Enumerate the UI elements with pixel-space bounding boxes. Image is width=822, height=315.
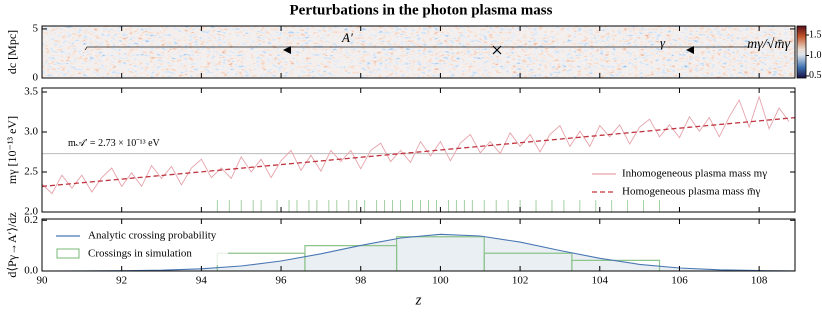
y-tick-label: 2.5 xyxy=(24,166,38,178)
arrow-head xyxy=(283,46,291,54)
colorbar-tick-label: 0.5 xyxy=(809,70,822,81)
legend-swatch xyxy=(56,248,80,259)
series-line xyxy=(41,116,796,188)
series-line xyxy=(41,233,796,272)
series-line xyxy=(41,95,790,195)
y-tick-label: 2.0 xyxy=(24,206,38,218)
area-fill xyxy=(42,234,795,271)
legend-label: Analytic crossing probability xyxy=(88,230,217,242)
density-image xyxy=(42,26,795,78)
y-tick-label: 0.2 xyxy=(24,214,38,226)
x-tick-label: 104 xyxy=(592,275,609,287)
y-axis-label: d⟨Pγ→A′⟩/dz xyxy=(5,212,19,277)
colorbar-tick-label: 1.0 xyxy=(809,50,822,61)
reference-label: m𝒜′ = 2.73 × 10⁻¹³ eV xyxy=(68,138,161,149)
y-tick-label: 5 xyxy=(33,22,39,34)
y-tick-label: 3.5 xyxy=(24,86,38,98)
axes-frame xyxy=(41,87,796,213)
x-tick-label: 96 xyxy=(276,275,288,287)
axes-frame xyxy=(41,25,796,79)
x-tick-label: 100 xyxy=(432,275,449,287)
legend-label: Homogeneous plasma mass m̄γ xyxy=(622,186,761,198)
x-tick-label: 106 xyxy=(671,275,688,287)
x-tick-label: 98 xyxy=(355,275,367,287)
arrow-head xyxy=(686,46,694,54)
colorbar xyxy=(796,25,807,79)
legend-label: Inhomogeneous plasma mass mγ xyxy=(622,168,767,180)
conversion-cross xyxy=(492,45,502,55)
y-tick-label: 3.0 xyxy=(24,126,38,138)
axes-frame xyxy=(41,218,796,272)
x-tick-label: 92 xyxy=(116,275,127,287)
figure-title: Perturbations in the photon plasma mass xyxy=(290,2,553,18)
y-tick-label: 0 xyxy=(33,72,39,84)
legend-label: Crossings in simulation xyxy=(88,248,192,260)
colorbar-tick-label: 1.5 xyxy=(809,29,822,40)
x-tick-label: 90 xyxy=(37,275,49,287)
y-axis-label: dc [Mpc] xyxy=(5,30,19,74)
x-tick-label: 102 xyxy=(512,275,529,287)
annotation: γ xyxy=(660,35,666,50)
y-tick-label: 0.0 xyxy=(24,265,38,277)
x-tick-label: 94 xyxy=(196,275,208,287)
annotation: A′ xyxy=(341,30,353,45)
y-axis-label: mγ [10⁻¹³ eV] xyxy=(5,116,19,184)
x-axis-label: z xyxy=(415,292,422,308)
colorbar-label: mγ/√m̄γ xyxy=(747,37,790,52)
photon-wave xyxy=(84,46,751,51)
x-tick-label: 108 xyxy=(751,275,768,287)
